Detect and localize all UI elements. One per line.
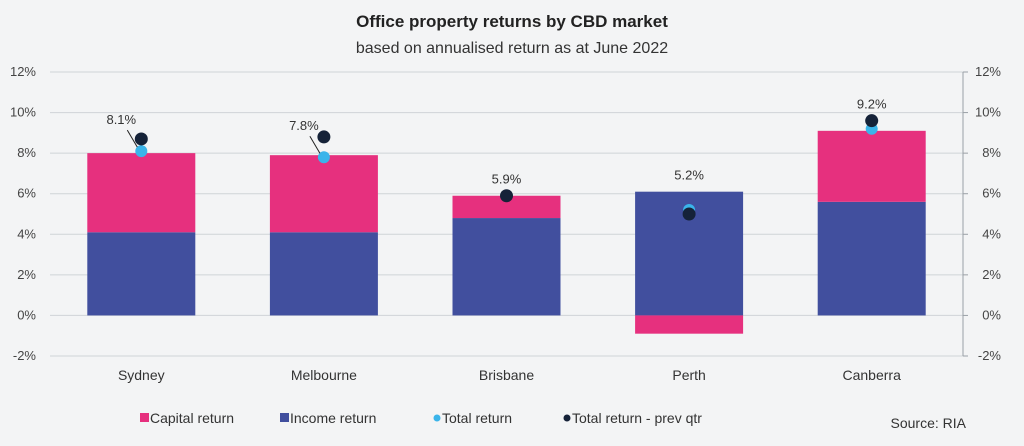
- data-label-leader-line: [309, 135, 321, 154]
- x-category-label: Sydney: [118, 367, 165, 383]
- y-tick-label-right: 10%: [975, 105, 1001, 120]
- x-category-label: Brisbane: [479, 367, 534, 383]
- y-tick-label-left: 2%: [17, 267, 36, 282]
- y-tick-label-right: 2%: [982, 267, 1001, 282]
- axes: -2% -2% 0% 0% 2% 2% 4% 4% 6% 6% 8% 8% 10% 10% 12% 12% Sy…: [10, 64, 1001, 383]
- legend-swatch: [140, 413, 149, 422]
- data-label-leader-line: [126, 129, 138, 148]
- legend-label: Total return: [442, 410, 512, 426]
- bar-capital-melbourne: [269, 155, 378, 233]
- y-tick-label-left: 0%: [17, 307, 36, 322]
- bar-capital-sydney: [87, 153, 196, 233]
- y-tick-label-right: 0%: [982, 307, 1001, 322]
- legend-swatch: [280, 413, 289, 422]
- y-tick-label-left: 8%: [17, 145, 36, 160]
- point-total-return-prev-qtr: [500, 189, 513, 203]
- y-tick-label-right: 4%: [982, 226, 1001, 241]
- point-total-return-prev-qtr: [317, 130, 331, 144]
- data-label: 5.9%: [492, 172, 522, 187]
- bar-income-melbourne: [269, 232, 378, 316]
- chart-subtitle: based on annualised return as at June 20…: [356, 40, 668, 57]
- y-tick-label-right: 12%: [975, 64, 1001, 79]
- bars: [87, 130, 926, 334]
- chart-title: Office property returns by CBD market: [356, 12, 668, 31]
- y-tick-label-right: -2%: [978, 348, 1002, 363]
- y-tick-label-left: 6%: [17, 186, 36, 201]
- point-total-return-prev-qtr: [134, 132, 148, 146]
- bar-income-canberra: [817, 201, 926, 316]
- x-category-label: Perth: [672, 367, 705, 383]
- point-total-return-prev-qtr: [865, 114, 879, 128]
- y-tick-label-left: -2%: [13, 348, 37, 363]
- source-note: Source: RIA: [891, 415, 967, 431]
- bar-income-sydney: [87, 232, 196, 316]
- legend-swatch: [433, 414, 441, 422]
- point-total-return: [135, 145, 148, 158]
- data-labels: 8.1% 7.8% 5.9% 5.2% 9.2%: [106, 97, 886, 187]
- legend-label: Income return: [290, 410, 376, 426]
- legend-label: Capital return: [150, 410, 234, 426]
- bar-income-brisbane: [452, 218, 561, 316]
- data-label: 8.1%: [106, 112, 136, 127]
- x-category-label: Canberra: [843, 367, 902, 383]
- bar-capital-canberra: [817, 130, 926, 202]
- y-tick-label-right: 6%: [982, 186, 1001, 201]
- legend: Capital return Income return Total return T…: [140, 410, 702, 426]
- legend-swatch: [563, 414, 571, 422]
- point-total-return-prev-qtr: [682, 207, 696, 221]
- data-label: 9.2%: [857, 97, 887, 112]
- bar-capital-brisbane: [452, 195, 561, 219]
- point-total-return: [317, 151, 330, 164]
- data-label: 5.2%: [674, 168, 704, 183]
- bar-capital-perth: [635, 315, 744, 334]
- legend-label: Total return - prev qtr: [572, 410, 702, 426]
- y-tick-label-left: 12%: [10, 64, 36, 79]
- data-label: 7.8%: [289, 118, 319, 133]
- x-category-label: Melbourne: [291, 367, 357, 383]
- points: [134, 114, 879, 221]
- y-tick-label-left: 4%: [17, 226, 36, 241]
- y-tick-label-left: 10%: [10, 105, 36, 120]
- y-tick-label-right: 8%: [982, 145, 1001, 160]
